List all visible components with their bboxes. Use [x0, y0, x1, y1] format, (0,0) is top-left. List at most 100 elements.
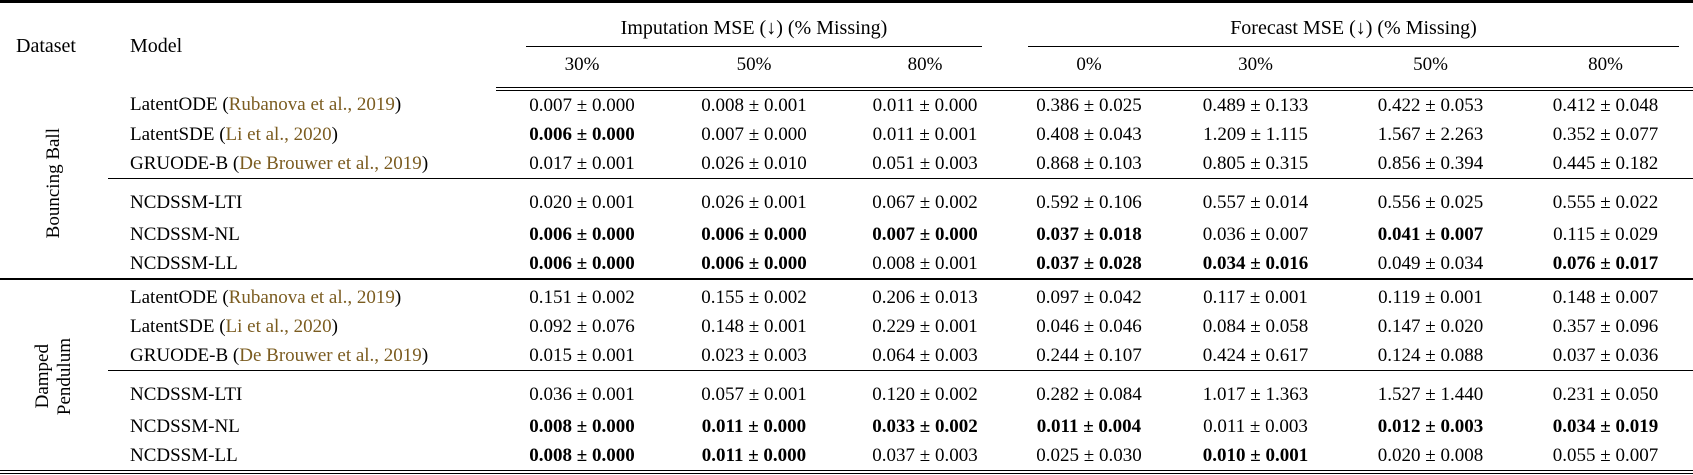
table-row: GRUODE-B (De Brouwer et al., 2019) 0.017 … [0, 149, 1693, 179]
table-header: Dataset Model Imputation MSE (↓) (% Miss… [0, 2, 1693, 91]
mse-value: 0.412 ± 0.048 [1552, 94, 1659, 116]
mse-value: 0.147 ± 0.020 [1377, 315, 1484, 337]
mse-value: 0.046 ± 0.046 [1036, 315, 1142, 337]
mse-value: 1.209 ± 1.115 [1203, 123, 1308, 145]
mse-value: 0.037 ± 0.003 [872, 444, 978, 466]
mse-value: 0.008 ± 0.000 [529, 415, 635, 437]
citation-paren-open: ( [217, 286, 229, 308]
mse-value: 0.489 ± 0.133 [1202, 94, 1309, 116]
header-row-percents: 30% 50% 80% 0% 30% 50% 80% [0, 47, 1693, 91]
mse-value: 0.051 ± 0.003 [872, 152, 978, 174]
mse-value: 0.017 ± 0.001 [529, 152, 635, 174]
model-name-cell: LatentSDE (Li et al., 2020) [108, 312, 496, 341]
mse-value: 0.006 ± 0.000 [529, 223, 635, 245]
table-row: NCDSSM-LL 0.008 ± 0.000 0.011 ± 0.000 0.037… [0, 441, 1693, 472]
citation-link[interactable]: Li et al., 2020 [225, 315, 332, 337]
mse-value: 0.006 ± 0.000 [701, 252, 807, 274]
mse-value: 0.006 ± 0.000 [701, 223, 807, 245]
mse-value: 0.076 ± 0.017 [1552, 252, 1659, 274]
mse-value: 0.025 ± 0.030 [1036, 444, 1142, 466]
model-name: NCDSSM-LTI [130, 383, 243, 405]
citation-link[interactable]: Rubanova et al., 2019 [228, 93, 395, 115]
imputation-group-label: Imputation MSE (↓) (% Missing) [620, 17, 888, 39]
mse-value: 0.011 ± 0.001 [872, 123, 978, 145]
citation-link[interactable]: De Brouwer et al., 2019 [239, 152, 422, 174]
mse-value: 0.555 ± 0.022 [1518, 178, 1693, 220]
mse-value: 0.386 ± 0.025 [1036, 94, 1142, 116]
mse-value: 0.007 ± 0.000 [529, 94, 635, 116]
mse-value: 0.097 ± 0.042 [1010, 278, 1168, 312]
mse-value: 0.124 ± 0.088 [1377, 344, 1484, 366]
citation-paren-close: ) [421, 152, 429, 174]
mse-value: 0.026 ± 0.001 [668, 178, 840, 220]
col-header-model: Model [130, 34, 183, 57]
citation-link[interactable]: Li et al., 2020 [225, 123, 332, 145]
col-header-forecast-80: 80% [1518, 47, 1693, 91]
model-name: GRUODE-B [130, 152, 229, 174]
mse-value: 0.119 ± 0.001 [1343, 278, 1518, 312]
mse-value: 0.445 ± 0.182 [1552, 152, 1659, 174]
mse-value: 0.010 ± 0.001 [1202, 444, 1309, 466]
imputation-group-underline: Imputation MSE (↓) (% Missing) [526, 17, 982, 47]
model-name-cell: LatentODE (Rubanova et al., 2019) [108, 278, 496, 312]
citation-paren-open: ( [228, 344, 240, 366]
mse-value: 0.092 ± 0.076 [529, 315, 635, 337]
mse-value: 0.008 ± 0.000 [529, 444, 635, 466]
mse-value: 0.023 ± 0.003 [701, 344, 807, 366]
model-name: NCDSSM-LL [130, 252, 238, 274]
header-row-groups: Dataset Model Imputation MSE (↓) (% Miss… [0, 2, 1693, 57]
mse-value: 0.120 ± 0.002 [840, 370, 1010, 412]
mse-value: 0.037 ± 0.028 [1036, 252, 1142, 274]
mse-value: 0.151 ± 0.002 [496, 278, 668, 312]
mse-value: 0.033 ± 0.002 [872, 415, 978, 437]
mse-value: 0.064 ± 0.003 [872, 344, 978, 366]
mse-value: 0.037 ± 0.018 [1036, 223, 1142, 245]
model-name: NCDSSM-LL [130, 444, 238, 466]
mse-value: 0.084 ± 0.058 [1202, 315, 1309, 337]
model-name-cell: LatentODE (Rubanova et al., 2019) [108, 89, 496, 120]
model-name: NCDSSM-NL [130, 223, 240, 245]
citation-paren-close: ) [331, 123, 338, 145]
table-row: NCDSSM-NL 0.006 ± 0.000 0.006 ± 0.000 0.007… [0, 220, 1693, 249]
mse-value: 0.868 ± 0.103 [1036, 152, 1142, 174]
dataset-label-line: Damped [32, 344, 53, 409]
model-name-cell: GRUODE-B (De Brouwer et al., 2019) [108, 341, 496, 371]
model-name: LatentODE [130, 286, 218, 308]
table-row: NCDSSM-NL 0.008 ± 0.000 0.011 ± 0.000 0.033… [0, 412, 1693, 441]
mse-value: 0.148 ± 0.007 [1518, 278, 1693, 312]
mse-value: 1.017 ± 1.363 [1168, 370, 1343, 412]
citation-paren-open: ( [214, 123, 226, 145]
model-name-cell: GRUODE-B (De Brouwer et al., 2019) [108, 149, 496, 179]
col-header-forecast-0: 0% [1010, 47, 1168, 91]
mse-value: 0.155 ± 0.002 [668, 278, 840, 312]
mse-value: 0.011 ± 0.000 [701, 444, 807, 466]
mse-value: 0.036 ± 0.007 [1202, 223, 1309, 245]
mse-value: 0.008 ± 0.001 [872, 252, 978, 274]
mse-value: 0.011 ± 0.004 [1036, 415, 1142, 437]
table-row: Bouncing Ball LatentODE (Rubanova et al.,… [0, 89, 1693, 239]
mse-value: 0.352 ± 0.077 [1552, 123, 1659, 145]
dataset-label: Damped Pendulum [0, 278, 108, 472]
model-name-cell: LatentSDE (Li et al., 2020) [108, 120, 496, 149]
mse-value: 0.592 ± 0.106 [1010, 178, 1168, 220]
citation-link[interactable]: Rubanova et al., 2019 [228, 286, 395, 308]
model-name: NCDSSM-LTI [130, 191, 243, 213]
mse-value: 0.011 ± 0.000 [701, 415, 807, 437]
dataset-label-rotated: Damped Pendulum [0, 338, 108, 415]
mse-value: 0.015 ± 0.001 [529, 344, 635, 366]
col-header-imputation-50: 50% [668, 47, 840, 91]
col-group-imputation: Imputation MSE (↓) (% Missing) [496, 2, 1010, 47]
col-header-imputation-30: 30% [496, 47, 668, 91]
mse-value: 0.006 ± 0.000 [529, 252, 635, 274]
mse-value: 0.282 ± 0.084 [1010, 370, 1168, 412]
mse-value: 0.006 ± 0.000 [529, 123, 635, 145]
col-header-dataset: Dataset [16, 34, 76, 57]
mse-value: 0.034 ± 0.016 [1202, 252, 1309, 274]
mse-value: 0.229 ± 0.001 [872, 315, 978, 337]
mse-value: 0.034 ± 0.019 [1552, 415, 1659, 437]
mse-value: 0.012 ± 0.003 [1377, 415, 1484, 437]
citation-link[interactable]: De Brouwer et al., 2019 [239, 344, 422, 366]
citation-paren-open: ( [214, 315, 226, 337]
mse-value: 0.117 ± 0.001 [1168, 278, 1343, 312]
